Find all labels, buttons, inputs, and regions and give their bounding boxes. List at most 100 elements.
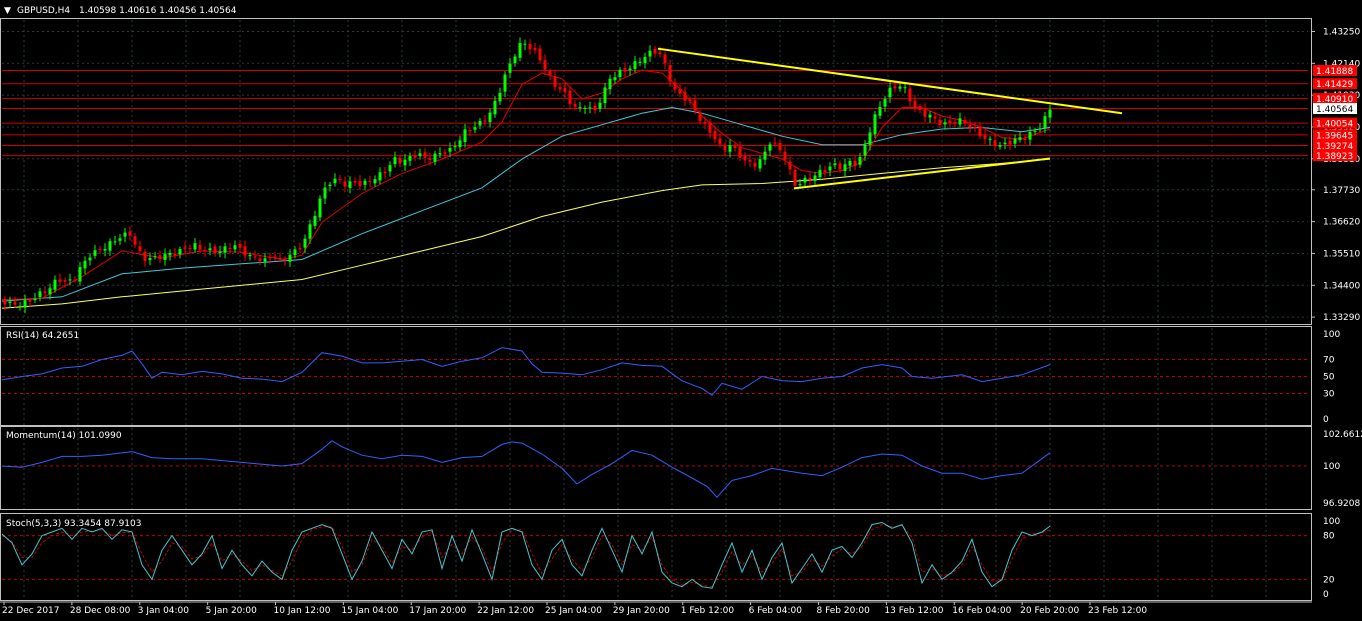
candle-bull (453, 146, 457, 148)
candle-bear (258, 258, 262, 262)
panel-frame (0, 426, 1312, 510)
stoch-main-line (1, 521, 1051, 589)
price-tag-label: 1.38923 (1316, 152, 1353, 162)
candle-bull (448, 147, 452, 152)
candle-bull (803, 177, 807, 183)
candle-bear (73, 279, 77, 281)
time-axis-tick: 8 Feb 20:00 (817, 606, 871, 616)
candle-bear (558, 87, 562, 90)
candle-bull (1033, 130, 1037, 132)
price-tag: 1.41888 (1313, 65, 1357, 77)
candle-bull (18, 306, 22, 308)
candle-bear (28, 300, 32, 302)
time-axis-tick: 20 Feb 20:00 (1020, 606, 1079, 616)
indicator-axis-tick: 50 (1323, 373, 1335, 383)
candle-bull (603, 87, 607, 103)
candle-bear (673, 82, 677, 90)
candle-bear (713, 131, 717, 140)
candle-bull (23, 300, 27, 308)
time-axis-tick: 15 Jan 04:00 (341, 606, 398, 616)
time-axis-tick: 22 Dec 2017 (2, 606, 60, 616)
candle-bear (703, 121, 707, 124)
candle-bull (508, 63, 512, 73)
price-tag-box (1313, 103, 1357, 115)
candle-bull (53, 279, 57, 290)
candle-bull (648, 50, 652, 57)
candle-bull (613, 77, 617, 81)
candle-bear (978, 126, 982, 137)
candle-bull (868, 132, 872, 145)
time-axis-tick: 16 Feb 04:00 (952, 606, 1011, 616)
candle-bull (348, 181, 352, 188)
candle-bear (443, 152, 447, 154)
candle-bull (113, 241, 117, 243)
price-tag-box (1313, 93, 1357, 105)
candle-bull (403, 159, 407, 166)
candle-bear (993, 140, 997, 146)
candle-bear (853, 160, 857, 167)
ma-fast-line (1, 69, 1051, 301)
collapse-triangle-icon[interactable]: ▼ (4, 6, 11, 16)
candle-bear (933, 116, 937, 119)
candle-bear (133, 236, 137, 245)
candle-bull (408, 156, 412, 161)
price-tag-box (1313, 150, 1357, 162)
candle-bear (398, 157, 402, 164)
time-axis-tick: 5 Jan 20:00 (206, 606, 258, 616)
candle-bear (413, 155, 417, 158)
candle-bear (368, 181, 372, 183)
candle-bear (213, 246, 217, 254)
candle-bear (273, 256, 277, 259)
candle-bear (138, 246, 142, 251)
time-axis-tick: 25 Jan 04:00 (545, 606, 602, 616)
candle-bear (283, 259, 287, 261)
indicator-axis-tick: 100 (1323, 330, 1340, 340)
price-tag-label: 1.41429 (1316, 80, 1353, 90)
candle-bear (533, 47, 537, 51)
panel-frame (0, 18, 1312, 325)
candle-bull (898, 86, 902, 89)
candle-bull (123, 232, 127, 237)
candle-bear (693, 100, 697, 111)
candle-bear (173, 253, 177, 256)
candle-bull (438, 153, 442, 155)
candle-bull (328, 184, 332, 187)
candle-bear (383, 171, 387, 174)
candle-bear (968, 124, 972, 128)
indicator-line (1, 347, 1051, 396)
candle-bull (48, 288, 52, 295)
candle-bull (178, 249, 182, 255)
candle-bear (678, 88, 682, 94)
candle-bull (873, 114, 877, 135)
time-axis-tick: 28 Dec 08:00 (70, 606, 131, 616)
candle-bear (548, 71, 552, 75)
candle-bear (743, 156, 747, 161)
candle-bear (1008, 141, 1012, 145)
time-axis-tick: 10 Jan 12:00 (274, 606, 331, 616)
candle-bull (293, 249, 297, 255)
price-tag: 1.40564 (1313, 103, 1357, 115)
candle-bear (358, 180, 362, 187)
candle-bear (683, 91, 687, 101)
candles (3, 37, 1052, 314)
candle-bull (378, 172, 382, 181)
candle-bear (738, 146, 742, 158)
candle-bull (148, 258, 152, 261)
candle-bull (768, 144, 772, 151)
candle-bull (88, 257, 92, 261)
time-axis-tick: 6 Feb 04:00 (749, 606, 803, 616)
candle-bear (553, 76, 557, 88)
time-axis-tick: 23 Feb 12:00 (1088, 606, 1147, 616)
candle-bull (478, 120, 482, 126)
candle-bull (313, 215, 317, 226)
price-axis-tick: 1.33290 (1323, 313, 1360, 323)
trendline (793, 157, 1051, 190)
candle-bear (718, 138, 722, 145)
candle-bull (263, 258, 267, 262)
rsi-title: RSI(14) 64.2651 (6, 331, 79, 341)
candle-bull (728, 145, 732, 152)
candle-bull (618, 69, 622, 77)
time-axis: 22 Dec 2017 28 Dec 08:00 3 Jan 04:00 5 Jan … (2, 602, 1147, 616)
